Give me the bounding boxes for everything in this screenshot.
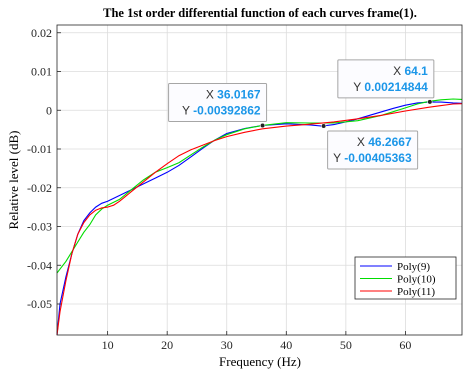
y-tick-label: -0.04 [27, 258, 52, 272]
series-lines [56, 98, 463, 336]
datatip-y: Y -0.00392862 [182, 103, 261, 117]
datatip-marker [259, 122, 266, 129]
x-tick-label: 10 [102, 338, 114, 352]
datatip-box [168, 82, 268, 122]
chart-title: The 1st order differential function of e… [103, 6, 417, 20]
axis-ticks: 10 20 30 40 50 60 0.02 0.01 0 -0.01 -0.02 -0.03 -0.0… [27, 26, 411, 352]
x-axis-label: Frequency (Hz) [219, 354, 301, 369]
x-tick-label: 50 [340, 338, 352, 352]
y-tick-label: -0.05 [27, 297, 52, 311]
y-tick-label: 0.02 [31, 26, 52, 40]
datatip-y: Y 0.00214844 [353, 80, 428, 94]
datatip-marker [321, 123, 327, 129]
x-tick-label: 20 [161, 338, 173, 352]
series-line-3 [56, 103, 463, 336]
legend-entry: Poly(10) [397, 274, 436, 286]
datatips: X 36.0167 Y -0.00392862 X 46.2667 Y -0.0040… [168, 59, 435, 170]
y-tick-label: -0.03 [27, 220, 52, 234]
legend-entry: Poly(9) [397, 261, 430, 273]
datatip-y: Y -0.00405363 [333, 151, 412, 165]
legend: Poly(9)Poly(10)Poly(11) [354, 256, 457, 300]
series-line-2 [56, 98, 463, 274]
x-tick-label: 40 [280, 338, 292, 352]
y-tick-label: 0 [46, 103, 52, 117]
x-tick-label: 30 [221, 338, 233, 352]
x-tick-label: 60 [399, 338, 411, 352]
y-tick-label: -0.02 [27, 181, 52, 195]
legend-entry: Poly(11) [397, 286, 435, 298]
datatip-x: X 36.0167 [206, 87, 261, 101]
y-tick-label: -0.01 [27, 142, 52, 156]
datatip-box [337, 59, 435, 99]
datatip-x: X 46.2667 [357, 135, 412, 149]
datatip-box [327, 130, 419, 170]
y-tick-label: 0.01 [31, 65, 52, 79]
y-axis-label: Relative level (dB) [6, 131, 21, 230]
plot-frame [56, 24, 463, 336]
datatip-marker [427, 99, 433, 105]
datatip-x: X 64.1 [393, 64, 428, 78]
